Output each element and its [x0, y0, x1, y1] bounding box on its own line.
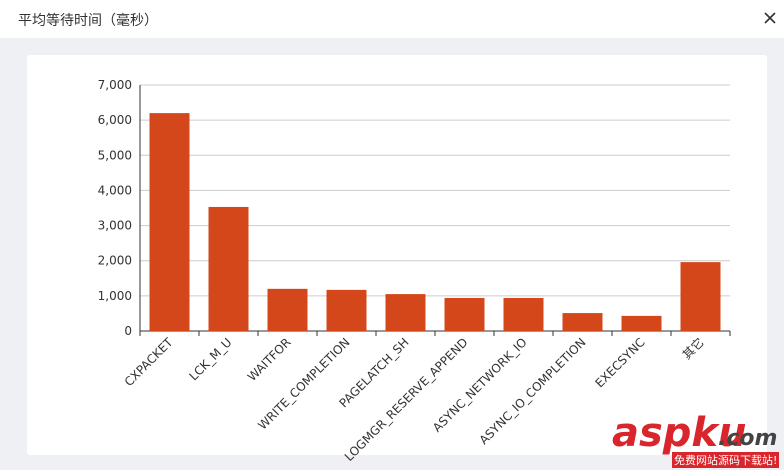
y-tick-label: 5,000	[98, 148, 132, 162]
bar	[680, 262, 721, 331]
x-tick-label: CXPACKET	[122, 335, 176, 389]
y-tick-label: 7,000	[98, 78, 132, 92]
x-tick-label: LCK_M_U	[186, 335, 234, 383]
x-tick-label: WAITFOR	[245, 335, 294, 384]
bar	[208, 206, 249, 331]
watermark-tagline: 免费网站源码下载站!	[672, 452, 780, 468]
bar	[444, 297, 485, 331]
watermark-brand: aspku	[612, 410, 747, 456]
bar	[385, 294, 426, 331]
bar	[326, 289, 367, 331]
x-tick-label: EXECSYNC	[592, 335, 647, 390]
y-tick-label: 0	[124, 324, 132, 338]
y-tick-label: 6,000	[98, 113, 132, 127]
close-button[interactable]	[762, 10, 778, 26]
bar	[562, 313, 603, 331]
y-tick-label: 3,000	[98, 219, 132, 233]
bar	[503, 297, 544, 331]
x-tick-label: LOGMGR_RESERVE_APPEND	[342, 335, 471, 464]
bar	[621, 315, 662, 331]
x-tick-label: 其它	[679, 335, 707, 363]
y-tick-label: 4,000	[98, 183, 132, 197]
watermark-domain: .com	[718, 426, 778, 451]
x-tick-label: ASYNC_IO_COMPLETION	[477, 335, 589, 447]
y-tick-label: 1,000	[98, 289, 132, 303]
y-tick-label: 2,000	[98, 254, 132, 268]
modal-header: 平均等待时间（毫秒）	[0, 0, 784, 38]
bar	[149, 113, 190, 331]
modal-title: 平均等待时间（毫秒）	[18, 13, 158, 29]
bar	[267, 288, 308, 331]
